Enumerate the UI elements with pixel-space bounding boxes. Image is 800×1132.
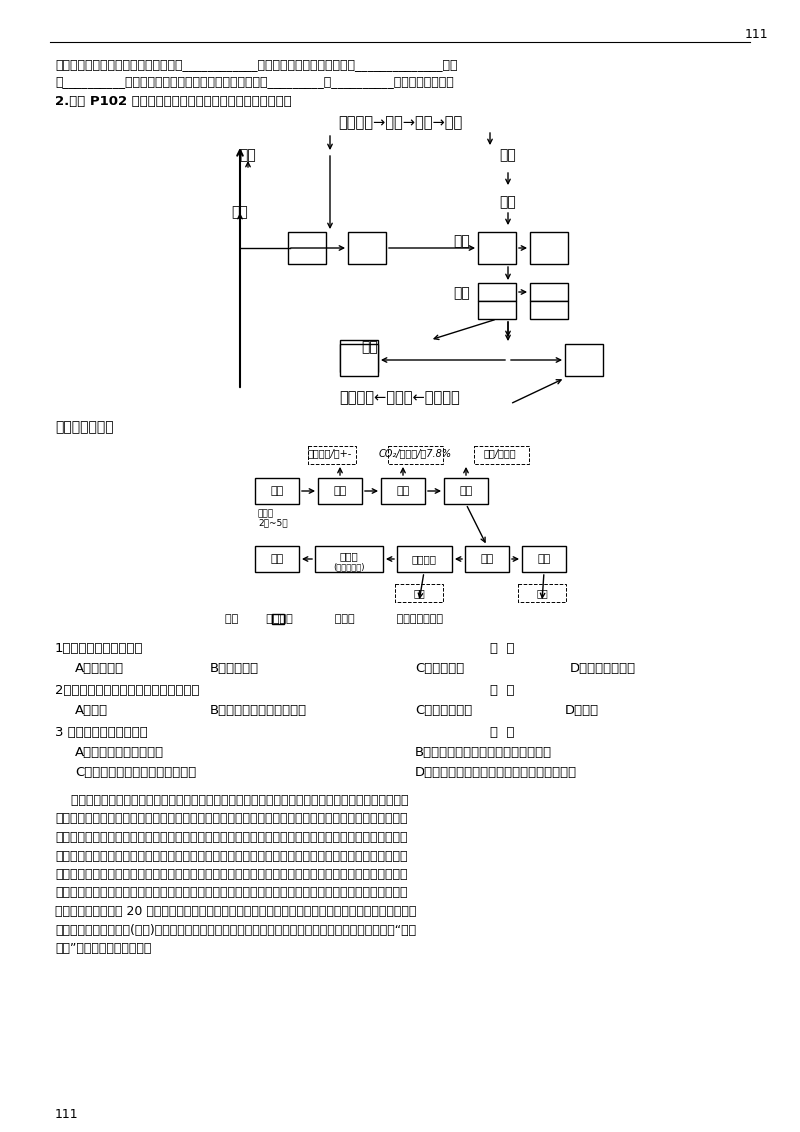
Text: 态破坏与环境污染而一味追求高产出、高经济效益的商品化现代常规农业。生态农业要求，发展农业应主要: 态破坏与环境污染而一味追求高产出、高经济效益的商品化现代常规农业。生态农业要求，… [55, 831, 407, 844]
Text: 生态农业是一种社会、经济与生态效益密切结合的现代农业模式，它既不同于那种系统目标单一、生产: 生态农业是一种社会、经济与生态效益密切结合的现代农业模式，它既不同于那种系统目标… [55, 794, 409, 807]
Text: 消化液: 消化液 [340, 551, 358, 561]
Text: （  ）: （ ） [490, 642, 514, 655]
Text: A．原料产地: A．原料产地 [75, 662, 124, 675]
Bar [465, 546, 509, 572]
Text: 技术落后、投入少产出低的自然经济型传统农业，也不同于那种通过大量投入化肥、农药和劳动力，不顾生: 技术落后、投入少产出低的自然经济型传统农业，也不同于那种通过大量投入化肥、农药和… [55, 813, 407, 825]
Text: 蔻馆: 蔻馆 [454, 286, 470, 300]
Text: 2.解读 P102 页《河南某酒精总厂的清洁生产工艺流程》：: 2.解读 P102 页《河南某酒精总厂的清洁生产工艺流程》： [55, 95, 292, 108]
Text: 多级清选→脉坏→粉碎→拌料: 多级清选→脉坏→粉碎→拌料 [338, 115, 462, 130]
Text: 蒸煮: 蒸煮 [500, 148, 516, 162]
Text: 糖化: 糖化 [500, 195, 516, 209]
Text: 槟液: 槟液 [480, 554, 494, 564]
Text: D．扬尘: D．扬尘 [565, 704, 599, 717]
Text: 槟液: 槟液 [362, 340, 378, 354]
Text: 111: 111 [745, 28, 769, 41]
Text: 少__________的来源；从经济效益来看，清洁生产可以在_________和__________等方面大有作为。: 少__________的来源；从经济效益来看，清洁生产可以在_________和… [55, 75, 454, 88]
Bar [530, 232, 568, 264]
Bar [530, 283, 568, 301]
Text: 农田: 农田 [270, 554, 284, 564]
Text: 发酵: 发酵 [454, 234, 470, 248]
Bar [522, 546, 566, 572]
Text: 蔻馆: 蔻馆 [459, 486, 473, 496]
Bar [518, 584, 566, 602]
Bar [255, 546, 299, 572]
Text: 图例        工艺流程            手产品            废弃物综合利用: 图例 工艺流程 手产品 废弃物综合利用 [225, 614, 443, 624]
Bar [381, 478, 425, 504]
Text: 从环境效益看，清洁生产实现了资源的____________，并在生产过程中控制大部分______________，减: 从环境效益看，清洁生产实现了资源的____________，并在生产过程中控制大… [55, 58, 458, 71]
Bar [272, 614, 284, 624]
Text: B．消费市场: B．消费市场 [210, 662, 259, 675]
Text: D．从生产过程的每个环节减少对环境的污染: D．从生产过程的每个环节减少对环境的污染 [415, 766, 577, 779]
Text: 在我国已经经历了近 20 年的发展，目前已涌现出大批不同类型、不同层次的生态农业典型，如北京市大兴: 在我国已经经历了近 20 年的发展，目前已涌现出大批不同类型、不同层次的生态农业… [55, 904, 416, 918]
Text: 胚胆: 胚胆 [334, 486, 346, 496]
Text: (高效有机肥): (高效有机肥) [334, 561, 365, 571]
Text: C．动力基地: C．动力基地 [415, 662, 464, 675]
Text: CO₂/固炳素/了7.8%: CO₂/固炳素/了7.8% [378, 448, 451, 458]
Bar [388, 446, 443, 464]
Text: 农业”，也是一种生态农业。: 农业”，也是一种生态农业。 [55, 942, 151, 955]
Bar [474, 446, 529, 464]
Text: 理灌溉，促进系统的不断开放，从而建立起一个综合发展、多极转化、良性循环的高效农业体系。生态农业: 理灌溉，促进系统的不断开放，从而建立起一个综合发展、多极转化、良性循环的高效农业… [55, 886, 407, 900]
Text: 依靠农业生态系统中的可再生资源，充分利用生态系统内物质与能量循环与转换、各生物以及生物与环境之: 依靠农业生态系统中的可再生资源，充分利用生态系统内物质与能量循环与转换、各生物以… [55, 849, 407, 863]
Bar [288, 232, 326, 264]
Bar [308, 446, 356, 464]
Text: 汼气: 汼气 [413, 588, 425, 598]
Bar [397, 546, 452, 572]
Bar [444, 478, 488, 504]
Text: 玉米: 玉米 [270, 486, 284, 496]
Bar [255, 478, 299, 504]
Bar [478, 283, 516, 301]
Text: 玉米: 玉米 [232, 205, 248, 218]
Text: 发酵: 发酵 [396, 486, 410, 496]
Text: C．隔断了与其他工厂的工业联系: C．隔断了与其他工厂的工业联系 [75, 766, 196, 779]
Text: 2．与该厂废弃物有关的大气环境问题是: 2．与该厂废弃物有关的大气环境问题是 [55, 684, 199, 697]
Text: 111: 111 [55, 1108, 78, 1121]
Text: 玉米秸秆/汼+-: 玉米秸秆/汼+- [308, 448, 352, 458]
Text: B．生产重点转向对废弃物的综合利用: B．生产重点转向对废弃物的综合利用 [415, 746, 552, 758]
Bar [478, 232, 516, 264]
Text: 调味: 调味 [538, 554, 550, 564]
Bar [318, 478, 362, 504]
Text: B．大气保温（温室）效应: B．大气保温（温室）效应 [210, 704, 307, 717]
Bar [340, 340, 378, 372]
Bar [315, 546, 383, 572]
Text: 3 实施清洁生产后，该厂: 3 实施清洁生产后，该厂 [55, 726, 148, 739]
Text: 》典型例题《：: 》典型例题《： [55, 420, 114, 434]
Text: （  ）: （ ） [490, 684, 514, 697]
Text: （  ）: （ ） [490, 726, 514, 739]
Text: 调味: 调味 [536, 588, 548, 598]
Bar [565, 344, 603, 376]
Text: C．臭氧层空洞: C．臭氧层空洞 [415, 704, 472, 717]
Bar [348, 232, 386, 264]
Text: 可消产: 可消产 [258, 509, 274, 518]
Text: 清稿/余超程: 清稿/余超程 [484, 448, 516, 458]
Text: 县留民营村的生态农业(链接)，广东省珠江三角洲的桑基鱼塘水陆生态系统、世界和我国农村中见到的“立体: 县留民营村的生态农业(链接)，广东省珠江三角洲的桑基鱼塘水陆生态系统、世界和我国… [55, 924, 416, 936]
Text: 汼气发酵: 汼气发酵 [411, 554, 437, 564]
Text: 储藏: 储藏 [240, 148, 256, 162]
Bar [395, 584, 443, 602]
Bar [340, 344, 378, 376]
Bar [478, 301, 516, 319]
Text: D．科技发达地区: D．科技发达地区 [570, 662, 636, 675]
Text: 2吴~5次: 2吴~5次 [258, 518, 288, 528]
Text: A．酸雨: A．酸雨 [75, 704, 108, 717]
Bar [530, 301, 568, 319]
Text: 间的共生、相兿规律，并通过在一定限度内合理利用化肥、农药，投入机械、劳动力以及改良生物品种、合: 间的共生、相兿规律，并通过在一定限度内合理利用化肥、农药，投入机械、劳动力以及改… [55, 868, 407, 881]
Text: A．实现了无废弃物排放: A．实现了无废弃物排放 [75, 746, 164, 758]
Text: 1．该酒精厂的厂址邻近: 1．该酒精厂的厂址邻近 [55, 642, 143, 655]
Text: 农田利用←消化液←汼气发酵: 农田利用←消化液←汼气发酵 [340, 391, 460, 405]
